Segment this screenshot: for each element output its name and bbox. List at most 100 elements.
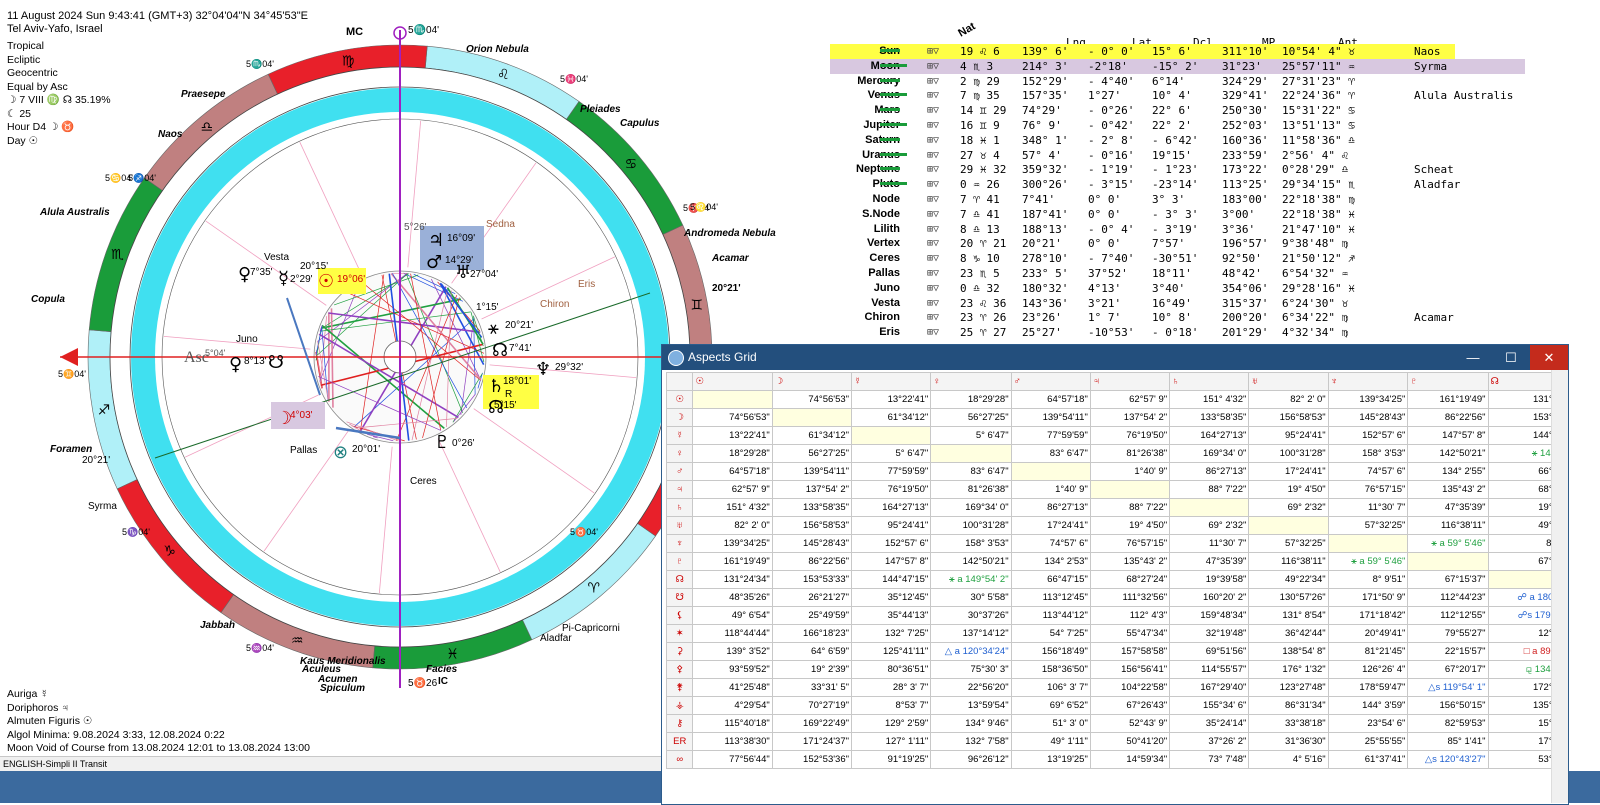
grid-cell[interactable]: 49° 1'11" bbox=[1011, 733, 1090, 751]
grid-cell[interactable]: 56°27'25" bbox=[931, 409, 1011, 427]
grid-cell[interactable]: 4°29'54" bbox=[693, 697, 772, 715]
grid-cell[interactable]: 137°54' 2" bbox=[772, 481, 851, 499]
grid-cell[interactable]: 106° 3' 7" bbox=[1011, 679, 1090, 697]
grid-cell[interactable]: 77°59'59" bbox=[852, 463, 931, 481]
grid-cell[interactable]: 33°31' 5" bbox=[772, 679, 851, 697]
grid-cell[interactable]: 25°55'55" bbox=[1328, 733, 1408, 751]
grid-cell[interactable]: 156°58'53" bbox=[1249, 409, 1328, 427]
grid-cell[interactable]: 93°59'52" bbox=[693, 661, 772, 679]
grid-cell[interactable]: 112° 4'3" bbox=[1090, 607, 1169, 625]
grid-cell[interactable]: 100°31'28" bbox=[931, 517, 1011, 535]
grid-cell[interactable]: 88° 7'22" bbox=[1090, 499, 1169, 517]
grid-cell[interactable]: 64° 6'59" bbox=[772, 643, 851, 661]
grid-cell[interactable]: 77°59'59" bbox=[1011, 427, 1090, 445]
grid-cell[interactable] bbox=[1090, 481, 1169, 499]
grid-cell[interactable]: 111°32'56" bbox=[1090, 589, 1169, 607]
grid-cell[interactable]: 147°57' 8" bbox=[1408, 427, 1488, 445]
grid-cell[interactable]: 41°25'48" bbox=[693, 679, 772, 697]
grid-cell[interactable]: 69°51'56" bbox=[1170, 643, 1249, 661]
grid-cell[interactable]: 83° 6'47" bbox=[1011, 445, 1090, 463]
grid-cell[interactable]: 95°24'41" bbox=[1249, 427, 1328, 445]
grid-cell[interactable]: 166°18'23" bbox=[772, 625, 851, 643]
grid-cell[interactable]: 91°19'25" bbox=[852, 751, 931, 769]
grid-cell[interactable]: 158°36'50" bbox=[1011, 661, 1090, 679]
grid-cell[interactable]: 158° 3'53" bbox=[1328, 445, 1408, 463]
grid-cell[interactable]: 80°36'51" bbox=[852, 661, 931, 679]
grid-cell[interactable]: 64°57'18" bbox=[693, 463, 772, 481]
grid-cell[interactable]: 112°44'23" bbox=[1408, 589, 1488, 607]
grid-cell[interactable]: 157°58'58" bbox=[1090, 643, 1169, 661]
grid-cell[interactable]: 76°19'50" bbox=[1090, 427, 1169, 445]
grid-cell[interactable]: 151° 4'32" bbox=[693, 499, 772, 517]
grid-cell[interactable]: 112°12'55" bbox=[1408, 607, 1488, 625]
grid-cell[interactable]: 85° 1'41" bbox=[1408, 733, 1488, 751]
grid-cell[interactable]: 131° 8'54" bbox=[1249, 607, 1328, 625]
grid-cell[interactable]: 113°38'30" bbox=[693, 733, 772, 751]
grid-cell[interactable]: 18°29'28" bbox=[931, 391, 1011, 409]
grid-cell[interactable]: 48°35'26" bbox=[693, 589, 772, 607]
grid-cell[interactable]: 64°57'18" bbox=[1011, 391, 1090, 409]
grid-cell[interactable] bbox=[772, 409, 851, 427]
close-button[interactable]: ✕ bbox=[1530, 345, 1568, 370]
grid-cell[interactable]: 79°55'27" bbox=[1408, 625, 1488, 643]
grid-cell[interactable]: 88° 7'22" bbox=[1170, 481, 1249, 499]
grid-cell[interactable]: 86°27'13" bbox=[1011, 499, 1090, 517]
grid-cell[interactable]: 151° 4'32" bbox=[1170, 391, 1249, 409]
grid-cell[interactable]: 116°38'11" bbox=[1249, 553, 1328, 571]
grid-cell[interactable]: 23°54' 6" bbox=[1328, 715, 1408, 733]
grid-cell[interactable]: 155°34' 6" bbox=[1170, 697, 1249, 715]
grid-cell[interactable]: 76°19'50" bbox=[852, 481, 931, 499]
grid-cell[interactable]: 145°28'43" bbox=[1328, 409, 1408, 427]
grid-cell[interactable]: 11°30' 7" bbox=[1170, 535, 1249, 553]
aspects-window-titlebar[interactable]: Aspects Grid — ☐ ✕ bbox=[662, 345, 1568, 370]
grid-cell[interactable]: 19° 2'39" bbox=[772, 661, 851, 679]
grid-cell[interactable]: 13°19'25" bbox=[1011, 751, 1090, 769]
grid-cell[interactable]: 156°58'53" bbox=[772, 517, 851, 535]
grid-cell[interactable]: 19° 4'50" bbox=[1249, 481, 1328, 499]
grid-cell[interactable]: △ a 120°34'24" bbox=[931, 643, 1011, 661]
grid-cell[interactable]: 67°26'43" bbox=[1090, 697, 1169, 715]
grid-cell[interactable]: 22°15'57" bbox=[1408, 643, 1488, 661]
grid-cell[interactable]: 74°57' 6" bbox=[1328, 463, 1408, 481]
grid-cell[interactable]: 5° 6'47" bbox=[852, 445, 931, 463]
grid-cell[interactable]: 104°22'58" bbox=[1090, 679, 1169, 697]
grid-cell[interactable]: 82°59'53" bbox=[1408, 715, 1488, 733]
grid-cell[interactable]: 17°24'41" bbox=[1249, 463, 1328, 481]
grid-cell[interactable]: 5° 6'47" bbox=[931, 427, 1011, 445]
grid-cell[interactable]: 75°30' 3" bbox=[931, 661, 1011, 679]
grid-cell[interactable]: 81°21'45" bbox=[1328, 643, 1408, 661]
grid-cell[interactable]: 69° 6'52" bbox=[1011, 697, 1090, 715]
grid-cell[interactable]: 49°22'34" bbox=[1249, 571, 1328, 589]
grid-cell[interactable]: 30° 5'58" bbox=[931, 589, 1011, 607]
grid-cell[interactable]: ⚹ a 59° 5'46" bbox=[1328, 553, 1408, 571]
grid-cell[interactable]: 13°22'41" bbox=[693, 427, 772, 445]
grid-cell[interactable]: 137°54' 2" bbox=[1090, 409, 1169, 427]
grid-cell[interactable]: 131°24'34" bbox=[693, 571, 772, 589]
grid-cell[interactable]: 81°26'38" bbox=[931, 481, 1011, 499]
grid-cell[interactable]: 26°21'27" bbox=[772, 589, 851, 607]
grid-cell[interactable]: 35°44'13" bbox=[852, 607, 931, 625]
grid-cell[interactable]: 133°58'35" bbox=[772, 499, 851, 517]
grid-cell[interactable]: ⚹ a 149°54' 2" bbox=[931, 571, 1011, 589]
grid-cell[interactable]: 160°20' 2" bbox=[1170, 589, 1249, 607]
grid-cell[interactable]: 55°47'34" bbox=[1090, 625, 1169, 643]
grid-cell[interactable]: △s 119°54' 1" bbox=[1408, 679, 1488, 697]
grid-cell[interactable]: 73° 7'48" bbox=[1170, 751, 1249, 769]
grid-cell[interactable] bbox=[852, 427, 931, 445]
grid-cell[interactable]: 76°57'15" bbox=[1090, 535, 1169, 553]
grid-cell[interactable]: 133°58'35" bbox=[1170, 409, 1249, 427]
grid-cell[interactable]: 33°38'18" bbox=[1249, 715, 1328, 733]
grid-cell[interactable]: 86°22'56" bbox=[1408, 409, 1488, 427]
grid-cell[interactable]: 47°35'39" bbox=[1170, 553, 1249, 571]
grid-cell[interactable]: 68°27'24" bbox=[1090, 571, 1169, 589]
